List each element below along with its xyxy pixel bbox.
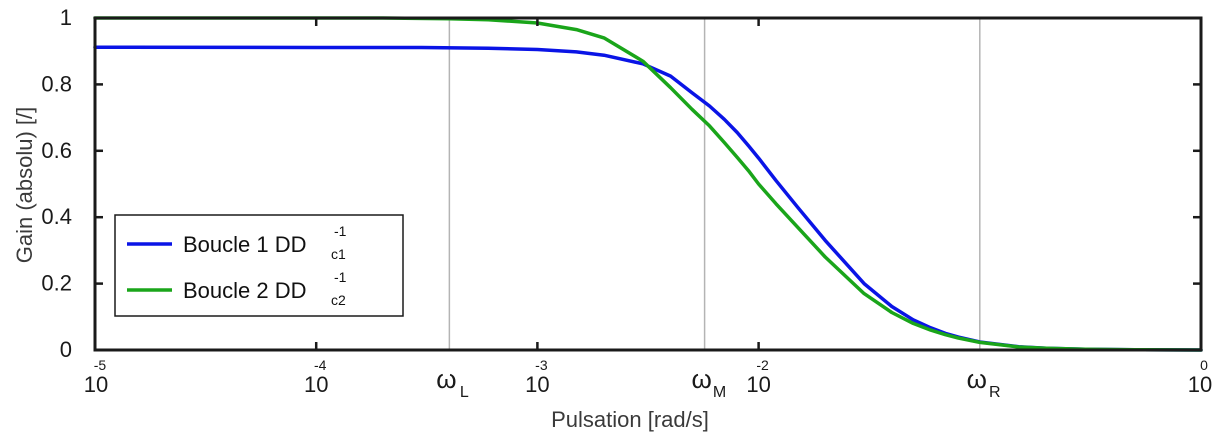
x-tick-label-exponent: 0	[1200, 357, 1208, 373]
marker-label-omega: ω	[691, 364, 711, 394]
legend: Boucle 1 DD c1 -1 Boucle 2 DD c2 -1	[114, 214, 404, 317]
x-tick-label-exponent: -2	[756, 357, 769, 373]
y-tick-label: 0.4	[41, 204, 72, 229]
legend-box	[114, 214, 404, 317]
marker-label-omega: ω	[436, 364, 456, 394]
x-tick-label-exponent: -3	[535, 357, 548, 373]
legend-label-sub-2: c2	[331, 292, 346, 308]
legend-label-1: Boucle 1 DD	[183, 232, 307, 257]
y-tick-labels: 0 0.2 0.4 0.6 0.8 1	[41, 5, 72, 362]
x-tick-label-base: 10	[525, 372, 549, 397]
y-tick-label: 0.6	[41, 138, 72, 163]
marker-lines	[448, 18, 981, 350]
y-tick-label: 0.2	[41, 271, 72, 296]
marker-label-sub: L	[460, 384, 469, 401]
x-axis-title: Pulsation [rad/s]	[551, 407, 709, 432]
marker-label-sub: R	[989, 384, 1001, 401]
axis-ticks	[93, 16, 1203, 352]
y-axis-title: Gain (absolu) [/]	[12, 107, 37, 264]
legend-label-sup-2: -1	[334, 269, 347, 285]
legend-label-sup-1: -1	[334, 223, 347, 239]
x-tick-label-base: 10	[84, 372, 108, 397]
marker-label-sub: M	[713, 384, 726, 401]
marker-label-omega: ω	[967, 364, 987, 394]
x-tick-label-base: 10	[304, 372, 328, 397]
x-tick-label-exponent: -5	[94, 357, 107, 373]
legend-label-sub-1: c1	[331, 246, 346, 262]
x-tick-label-base: 10	[746, 372, 770, 397]
legend-label-2: Boucle 2 DD	[183, 278, 307, 303]
plot-frame	[93, 16, 1203, 352]
x-tick-label-exponent: -4	[314, 357, 327, 373]
series-lines	[93, 16, 1203, 352]
x-tick-label-base: 10	[1188, 372, 1212, 397]
y-tick-label: 0.8	[41, 71, 72, 96]
y-tick-label: 0	[60, 337, 72, 362]
series-line-2	[93, 16, 1203, 352]
y-tick-label: 1	[60, 5, 72, 30]
